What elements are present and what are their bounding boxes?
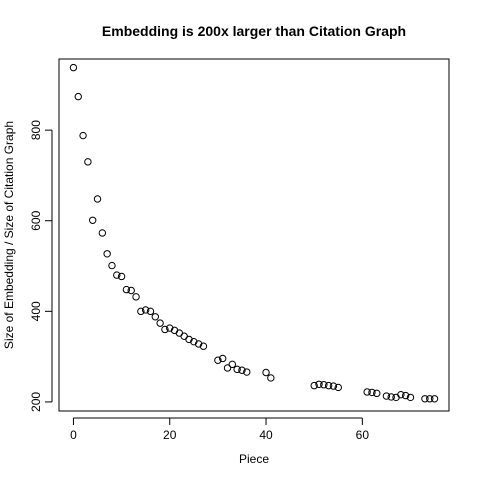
data-point (426, 395, 434, 403)
data-point (89, 216, 97, 224)
data-point (373, 389, 381, 398)
data-point (397, 390, 405, 399)
data-point (166, 324, 174, 332)
data-point (334, 383, 342, 392)
data-point (137, 307, 145, 316)
x-axis-label: Piece (239, 452, 269, 466)
data-point (113, 271, 121, 279)
data-point (141, 306, 150, 314)
data-point (401, 391, 410, 400)
data-point (223, 364, 232, 372)
data-point (161, 325, 169, 334)
data-point (233, 365, 241, 374)
chart-title: Embedding is 200x larger than Citation G… (102, 23, 406, 39)
data-point (185, 335, 193, 344)
data-point (214, 356, 222, 364)
data-point (190, 337, 198, 346)
data-point (132, 293, 140, 301)
data-point (194, 340, 203, 348)
x-tick-label: 0 (70, 428, 77, 442)
data-point (315, 380, 323, 388)
data-point (117, 272, 126, 281)
data-point (262, 368, 270, 377)
data-point (406, 393, 415, 402)
data-point (421, 395, 429, 403)
data-point (363, 388, 371, 396)
data-point (430, 395, 439, 403)
data-point (79, 131, 87, 140)
data-point (84, 158, 92, 166)
x-axis: 0 20 40 60 (70, 417, 370, 442)
data-point (74, 92, 82, 101)
data-point (310, 381, 318, 390)
data-point (387, 393, 395, 401)
data-point (243, 368, 251, 376)
data-point (108, 261, 116, 270)
data-point (238, 366, 246, 374)
data-point (122, 285, 131, 294)
data-points (69, 63, 439, 403)
data-point (103, 250, 111, 258)
data-point (127, 286, 135, 295)
y-tick-label: 800 (29, 120, 43, 140)
data-point (392, 393, 400, 402)
data-point (219, 354, 227, 363)
data-point (146, 307, 155, 316)
data-point (199, 342, 208, 350)
y-tick-label: 600 (29, 210, 43, 230)
data-point (228, 360, 237, 369)
data-point (320, 381, 328, 389)
data-point (93, 195, 102, 203)
y-tick-label: 200 (29, 392, 43, 412)
data-point (324, 381, 333, 390)
data-point (267, 374, 275, 382)
y-tick-label: 400 (29, 301, 43, 321)
data-point (98, 229, 107, 237)
data-point (382, 392, 391, 400)
x-tick-label: 20 (163, 428, 177, 442)
x-tick-label: 60 (356, 428, 370, 442)
data-point (69, 63, 78, 72)
y-axis-label: Size of Embedding / Size of Citation Gra… (2, 121, 16, 349)
data-point (368, 388, 376, 397)
y-axis: 200 400 600 800 (29, 120, 53, 412)
plot-frame (58, 58, 450, 412)
data-point (329, 382, 338, 390)
x-tick-label: 40 (259, 428, 273, 442)
data-point (151, 313, 159, 321)
data-point (156, 319, 164, 327)
